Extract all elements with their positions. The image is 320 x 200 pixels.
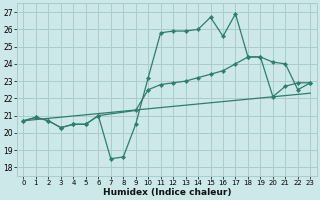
X-axis label: Humidex (Indice chaleur): Humidex (Indice chaleur) bbox=[103, 188, 231, 197]
